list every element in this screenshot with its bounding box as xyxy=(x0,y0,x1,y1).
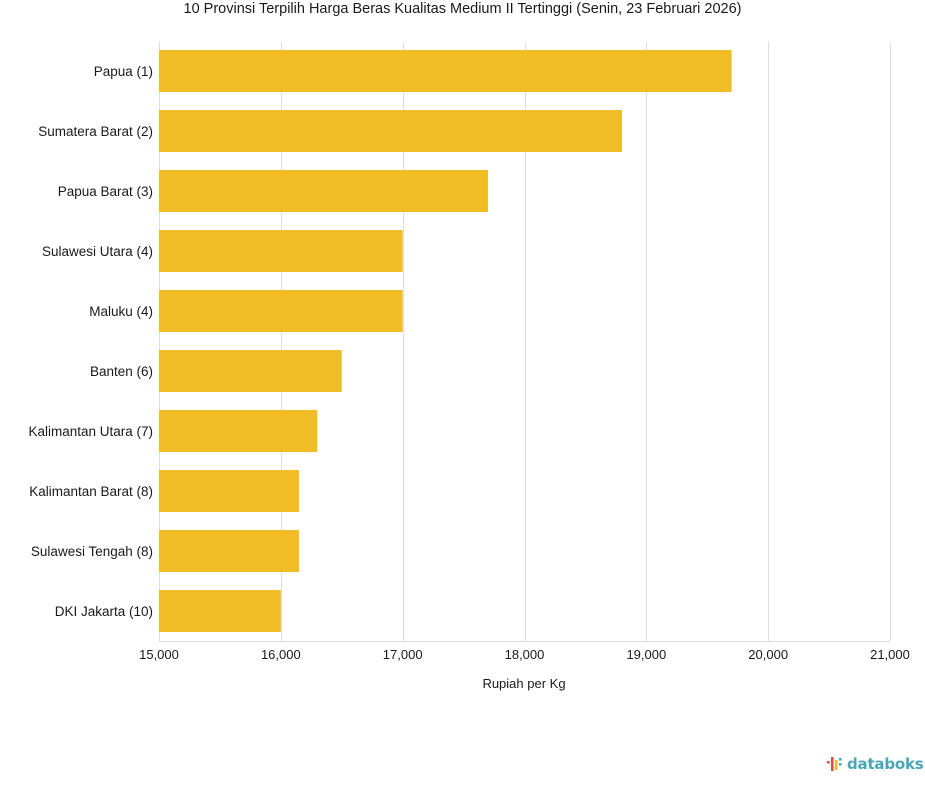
category-label: DKI Jakarta (10) xyxy=(55,604,153,619)
bar xyxy=(159,110,622,152)
category-label: Papua Barat (3) xyxy=(58,184,153,199)
databoks-logo-icon xyxy=(827,757,842,771)
x-tick-labels: 15,000 16,000 17,000 18,000 19,000 20,000 21,0… xyxy=(139,647,910,662)
databoks-brand-label: databoks xyxy=(847,755,924,773)
bar xyxy=(159,470,300,512)
bar xyxy=(159,530,300,572)
bar xyxy=(159,410,318,452)
gridlines xyxy=(159,42,891,642)
x-tick-label: 21,000 xyxy=(870,647,910,662)
category-label: Maluku (4) xyxy=(89,304,153,319)
x-tick-label: 18,000 xyxy=(505,647,545,662)
category-labels: Papua (1) Sumatera Barat (2) Papua Barat (… xyxy=(28,64,153,619)
x-tick-label: 20,000 xyxy=(748,647,788,662)
bar xyxy=(159,290,403,332)
bar xyxy=(159,230,403,272)
category-label: Kalimantan Utara (7) xyxy=(28,424,153,439)
category-label: Sumatera Barat (2) xyxy=(38,124,153,139)
x-tick-label: 15,000 xyxy=(139,647,179,662)
chart-title: 10 Provinsi Terpilih Harga Beras Kualita… xyxy=(183,1,742,17)
x-tick-label: 19,000 xyxy=(626,647,666,662)
bar xyxy=(159,170,488,212)
databoks-brand: databoks xyxy=(826,753,924,775)
category-label: Sulawesi Tengah (8) xyxy=(31,544,153,559)
x-tick-label: 17,000 xyxy=(383,647,423,662)
x-tick-label: 16,000 xyxy=(261,647,301,662)
category-label: Kalimantan Barat (8) xyxy=(29,484,153,499)
category-label: Sulawesi Utara (4) xyxy=(42,244,153,259)
bar xyxy=(159,590,281,632)
category-label: Banten (6) xyxy=(90,364,153,379)
category-label: Papua (1) xyxy=(94,64,153,79)
bars xyxy=(159,50,732,632)
bar xyxy=(159,50,732,92)
bar xyxy=(159,350,342,392)
x-axis-title: Rupiah per Kg xyxy=(482,676,565,691)
